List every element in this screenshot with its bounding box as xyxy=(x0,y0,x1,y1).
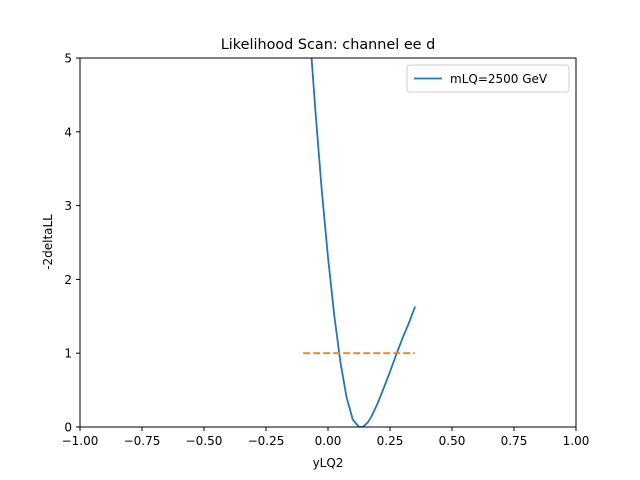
x-tick-label: −0.75 xyxy=(124,434,161,448)
y-tick-label: 3 xyxy=(64,199,72,213)
x-axis-label: yLQ2 xyxy=(313,456,344,470)
x-axis-ticks: −1.00 −0.75 −0.50 −0.25 0.00 0.25 0.50 0.75 1.00 xyxy=(62,427,590,448)
x-tick-label: −1.00 xyxy=(62,434,99,448)
plot-frame xyxy=(79,57,577,428)
y-tick-label: 4 xyxy=(64,125,72,139)
y-tick-label: 2 xyxy=(64,273,72,287)
x-tick-label: 0.00 xyxy=(315,434,342,448)
x-tick-label: −0.50 xyxy=(186,434,223,448)
series-layer xyxy=(303,58,416,427)
x-tick-label: 0.75 xyxy=(501,434,528,448)
x-tick-label: 0.50 xyxy=(439,434,466,448)
x-tick-label: −0.25 xyxy=(248,434,285,448)
x-tick-label: 1.00 xyxy=(563,434,590,448)
chart-title: Likelihood Scan: channel ee d xyxy=(221,37,435,53)
y-axis-ticks: 0 1 2 3 4 5 xyxy=(64,52,80,435)
legend-box xyxy=(406,64,570,93)
y-tick-label: 5 xyxy=(64,52,72,66)
x-tick-label: 0.25 xyxy=(377,434,404,448)
y-tick-label: 1 xyxy=(64,347,72,361)
series-line-0 xyxy=(310,58,416,427)
y-tick-label: 0 xyxy=(64,421,72,435)
legend-label: mLQ=2500 GeV xyxy=(450,72,548,86)
legend: mLQ=2500 GeV xyxy=(406,64,570,93)
y-axis-label: -2deltaLL xyxy=(41,214,55,270)
